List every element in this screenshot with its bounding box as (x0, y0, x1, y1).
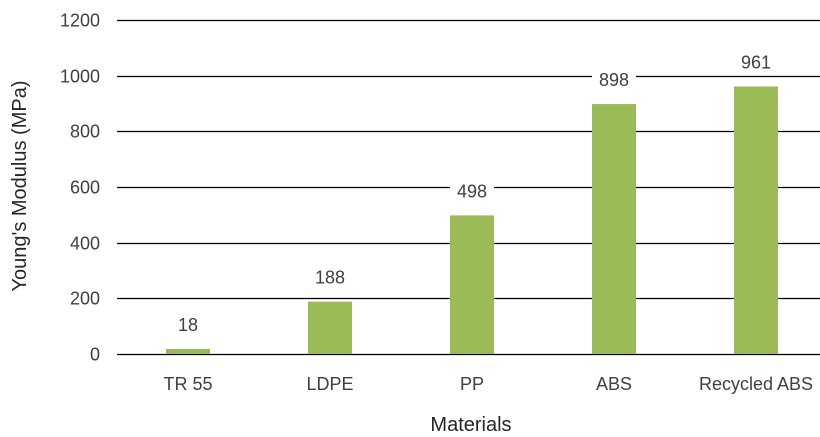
bar (450, 215, 494, 354)
y-tick-label: 1200 (60, 11, 100, 31)
bar (734, 86, 778, 354)
bar (308, 301, 352, 354)
value-label: 961 (741, 53, 771, 73)
value-label-background (734, 52, 778, 75)
x-tick-label: LDPE (306, 374, 353, 394)
value-label-background (450, 181, 494, 204)
y-tick-label: 600 (70, 178, 100, 198)
y-tick-label: 800 (70, 122, 100, 142)
x-tick-label: TR 55 (163, 374, 212, 394)
y-tick-label: 1000 (60, 67, 100, 87)
value-label-background (308, 267, 352, 290)
value-label: 188 (315, 268, 345, 288)
value-label: 898 (599, 70, 629, 90)
y-tick-label: 400 (70, 234, 100, 254)
x-tick-labels: TR 55 LDPE PP ABS Recycled ABS (163, 374, 813, 394)
bars (166, 86, 778, 354)
value-label-background (592, 70, 636, 93)
value-label-background (166, 314, 210, 337)
x-tick-label: ABS (596, 374, 632, 394)
value-label: 18 (178, 315, 198, 335)
bar (592, 104, 636, 354)
value-labels: 18 188 498 898 961 (166, 52, 778, 337)
y-axis-title: Young's Modulus (MPa) (9, 81, 31, 292)
x-tick-label: PP (460, 374, 484, 394)
y-tick-label: 200 (70, 289, 100, 309)
y-tick-labels: 0 200 400 600 800 1000 1200 (60, 11, 100, 365)
x-axis-title: Materials (430, 414, 511, 436)
x-tick-label: Recycled ABS (699, 374, 813, 394)
bar (166, 348, 210, 354)
value-label: 498 (457, 181, 487, 201)
y-tick-label: 0 (90, 345, 100, 365)
